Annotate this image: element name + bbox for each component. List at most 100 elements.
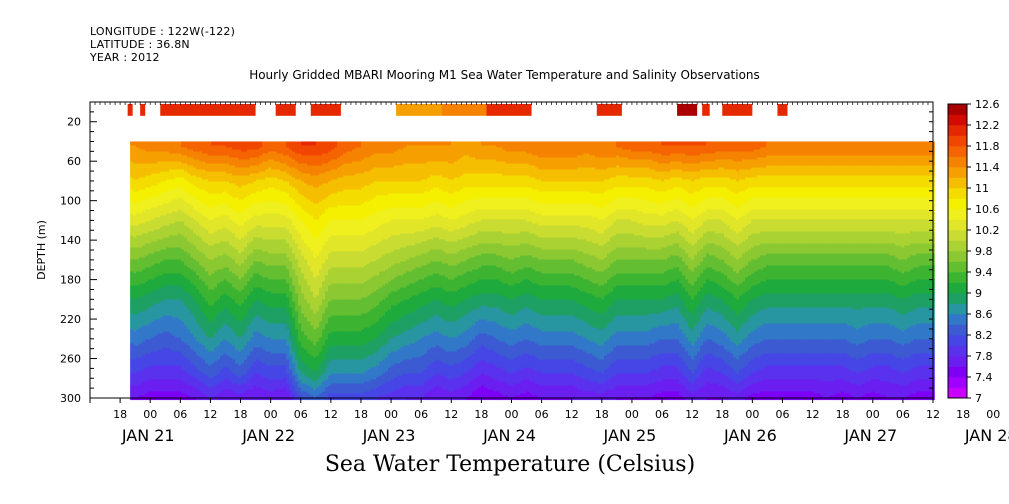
surface-segment	[722, 104, 752, 116]
colorbar-label: 7.4	[975, 371, 993, 384]
colorbar-label: 7	[975, 392, 982, 405]
x-hour-label: 06	[775, 408, 789, 421]
colorbar-label: 10.2	[975, 224, 1000, 237]
x-hour-label: 06	[896, 408, 910, 421]
y-tick-label: 300	[60, 392, 81, 405]
x-hour-label: 00	[986, 408, 1000, 421]
colorbar-swatch	[948, 283, 967, 294]
colorbar-swatch	[948, 325, 967, 336]
colorbar-label: 11.8	[975, 140, 1000, 153]
surface-segment	[311, 104, 341, 116]
x-hour-label: 00	[264, 408, 278, 421]
x-hour-label: 12	[565, 408, 579, 421]
colorbar-label: 12.2	[975, 119, 1000, 132]
colorbar-label: 8.6	[975, 308, 993, 321]
y-tick-label: 260	[60, 353, 81, 366]
x-hour-label: 18	[956, 408, 970, 421]
y-tick-label: 140	[60, 234, 81, 247]
x-hour-label: 00	[143, 408, 157, 421]
colorbar-swatch	[948, 146, 967, 157]
colorbar-swatch	[948, 304, 967, 315]
colorbar-swatch	[948, 188, 967, 199]
y-tick-label: 100	[60, 195, 81, 208]
surface-segment	[160, 104, 255, 116]
colorbar-label: 11.4	[975, 161, 1000, 174]
x-hour-label: 12	[806, 408, 820, 421]
colorbar-swatch	[948, 314, 967, 325]
colorbar-swatch	[948, 346, 967, 357]
surface-segment	[486, 104, 531, 116]
x-hour-label: 06	[173, 408, 187, 421]
surface-segment	[276, 104, 296, 116]
x-hour-label: 00	[866, 408, 880, 421]
x-hour-label: 12	[203, 408, 217, 421]
colorbar-label: 7.8	[975, 350, 993, 363]
x-hour-label: 12	[926, 408, 940, 421]
y-tick-label: 180	[60, 274, 81, 287]
y-tick-label: 220	[60, 313, 81, 326]
x-hour-label: 12	[685, 408, 699, 421]
surface-segment	[140, 104, 145, 116]
colorbar-swatch	[948, 136, 967, 147]
colorbar-label: 9.4	[975, 266, 993, 279]
x-hour-label: 06	[294, 408, 308, 421]
colorbar-swatch	[948, 178, 967, 189]
colorbar-label: 8.2	[975, 329, 993, 342]
colorbar-label: 12.6	[975, 98, 1000, 111]
colorbar-swatch	[948, 230, 967, 241]
x-day-label: JAN 27	[843, 426, 897, 445]
x-day-label: JAN 26	[723, 426, 777, 445]
x-hour-label: 00	[384, 408, 398, 421]
colorbar-label: 11	[975, 182, 989, 195]
x-day-label: JAN 28	[964, 426, 1009, 445]
x-hour-label: 00	[745, 408, 759, 421]
x-hour-label: 18	[715, 408, 729, 421]
colorbar-swatch	[948, 272, 967, 283]
colorbar-swatch	[948, 104, 967, 115]
y-tick-label: 60	[67, 155, 81, 168]
x-hour-label: 18	[836, 408, 850, 421]
y-axis-label: DEPTH (m)	[35, 220, 48, 280]
colorbar-swatch	[948, 377, 967, 388]
colorbar-label: 9	[975, 287, 982, 300]
x-hour-label: 18	[595, 408, 609, 421]
surface-segment	[597, 104, 622, 116]
x-axis-label: Sea Water Temperature (Celsius)	[150, 452, 870, 477]
surface-segment	[396, 104, 441, 116]
colorbar-swatch	[948, 356, 967, 367]
x-hour-label: 06	[655, 408, 669, 421]
surface-segment	[441, 104, 486, 116]
x-day-label: JAN 22	[241, 426, 295, 445]
colorbar-swatch	[948, 220, 967, 231]
colorbar-swatch	[948, 241, 967, 252]
surface-segment	[677, 104, 697, 116]
colorbar-swatch	[948, 388, 967, 399]
x-hour-label: 00	[505, 408, 519, 421]
x-hour-label: 18	[234, 408, 248, 421]
x-hour-label: 00	[625, 408, 639, 421]
x-hour-label: 12	[444, 408, 458, 421]
colorbar-label: 9.8	[975, 245, 993, 258]
surface-segment	[702, 104, 710, 116]
x-hour-label: 12	[324, 408, 338, 421]
colorbar-swatch	[948, 167, 967, 178]
x-hour-label: 18	[354, 408, 368, 421]
colorbar-label: 10.6	[975, 203, 1000, 216]
colorbar-swatch	[948, 157, 967, 168]
x-day-label: JAN 25	[603, 426, 657, 445]
colorbar-swatch	[948, 335, 967, 346]
x-day-label: JAN 21	[121, 426, 175, 445]
colorbar-swatch	[948, 115, 967, 126]
colorbar-swatch	[948, 293, 967, 304]
x-hour-label: 06	[535, 408, 549, 421]
x-hour-label: 18	[474, 408, 488, 421]
y-tick-label: 20	[67, 116, 81, 129]
colorbar-swatch	[948, 262, 967, 273]
x-hour-label: 06	[414, 408, 428, 421]
colorbar-swatch	[948, 251, 967, 262]
x-day-label: JAN 24	[482, 426, 536, 445]
colorbar-swatch	[948, 199, 967, 210]
colorbar-swatch	[948, 125, 967, 136]
temperature-field	[130, 141, 935, 400]
